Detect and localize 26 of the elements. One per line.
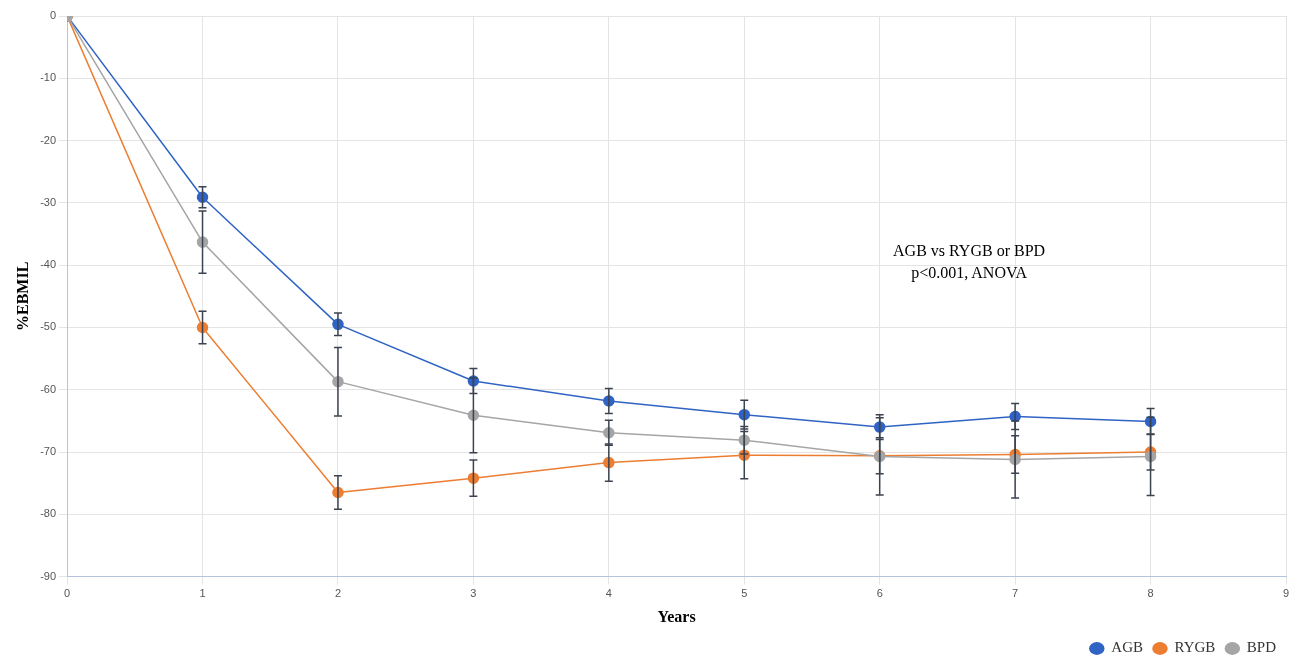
y-tick-label: -10	[40, 71, 57, 84]
x-tick-label: 6	[876, 587, 883, 600]
legend-label: AGB	[1111, 639, 1143, 656]
y-tick-label: -50	[40, 320, 57, 333]
y-tick-label: -60	[40, 382, 57, 395]
x-tick-label: 0	[64, 587, 71, 600]
y-tick-label: -40	[40, 258, 57, 271]
x-tick-label: 1	[199, 587, 206, 600]
x-tick-label: 4	[605, 587, 612, 600]
x-tick-label: 5	[741, 587, 748, 600]
annotation: AGB vs RYGB or BPD p<0.001, ANOVA	[893, 241, 1046, 282]
legend-label: BPD	[1246, 639, 1277, 656]
x-tick-label: 3	[470, 587, 477, 600]
y-tick-label: -80	[40, 507, 57, 520]
x-tick-label: 2	[334, 587, 342, 600]
x-tick-label: 8	[1147, 587, 1154, 600]
x-tick-label: 7	[1012, 587, 1019, 600]
y-tick-label: 0	[49, 9, 57, 22]
y-tick-label: -90	[40, 569, 57, 582]
x-axis-title: Years	[657, 607, 696, 625]
y-axis-title: %EBMIL	[13, 261, 31, 331]
y-tick-label: -30	[40, 195, 57, 208]
y-tick-label: -70	[40, 445, 57, 458]
y-tick-label: -20	[40, 133, 57, 146]
legend-label: RYGB	[1174, 639, 1216, 656]
x-tick-label: 9	[1282, 587, 1290, 600]
